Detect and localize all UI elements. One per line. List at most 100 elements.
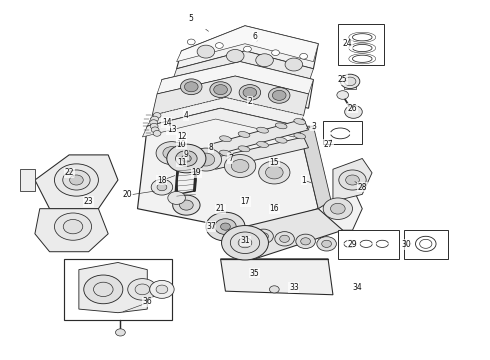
Circle shape — [163, 147, 180, 159]
Text: 37: 37 — [206, 222, 216, 231]
Circle shape — [322, 240, 331, 247]
Text: 14: 14 — [162, 118, 171, 127]
Text: 10: 10 — [177, 140, 186, 149]
Text: 11: 11 — [177, 158, 186, 167]
Ellipse shape — [238, 146, 250, 152]
Polygon shape — [172, 51, 314, 83]
Text: 27: 27 — [323, 140, 333, 149]
Circle shape — [317, 237, 336, 251]
Polygon shape — [211, 119, 309, 155]
Circle shape — [256, 54, 273, 67]
Circle shape — [220, 223, 230, 230]
Circle shape — [156, 285, 168, 294]
Circle shape — [231, 159, 249, 172]
Circle shape — [135, 284, 150, 295]
Circle shape — [226, 49, 244, 62]
Text: 25: 25 — [338, 75, 347, 84]
Text: 8: 8 — [208, 143, 213, 152]
Text: 22: 22 — [64, 168, 74, 177]
Circle shape — [215, 219, 236, 234]
Ellipse shape — [294, 118, 306, 125]
Circle shape — [187, 39, 195, 45]
Text: 16: 16 — [270, 204, 279, 213]
Circle shape — [190, 148, 221, 171]
Text: 30: 30 — [401, 240, 411, 249]
Text: 23: 23 — [84, 197, 94, 206]
Circle shape — [151, 116, 159, 122]
Circle shape — [153, 113, 161, 118]
Polygon shape — [147, 98, 304, 126]
Circle shape — [230, 232, 260, 253]
Text: 7: 7 — [228, 154, 233, 163]
Polygon shape — [230, 209, 343, 259]
Polygon shape — [138, 108, 318, 230]
Polygon shape — [176, 26, 318, 62]
Bar — [323, 121, 362, 144]
Polygon shape — [35, 155, 118, 209]
Circle shape — [269, 87, 290, 103]
Polygon shape — [299, 126, 333, 209]
Text: 26: 26 — [348, 104, 357, 113]
Text: 13: 13 — [167, 125, 176, 134]
Circle shape — [180, 79, 202, 95]
Circle shape — [224, 154, 256, 177]
Polygon shape — [333, 158, 372, 202]
Polygon shape — [211, 137, 309, 169]
Text: 29: 29 — [348, 240, 357, 249]
Circle shape — [70, 175, 83, 185]
Circle shape — [238, 238, 252, 248]
Circle shape — [300, 53, 308, 59]
Ellipse shape — [294, 133, 306, 139]
Circle shape — [150, 123, 158, 129]
Circle shape — [285, 58, 303, 71]
Text: 33: 33 — [289, 283, 299, 292]
Circle shape — [259, 161, 290, 184]
Circle shape — [181, 155, 191, 162]
Circle shape — [179, 200, 193, 210]
Circle shape — [344, 105, 362, 118]
Circle shape — [151, 179, 172, 195]
Circle shape — [184, 82, 198, 92]
Circle shape — [238, 230, 247, 237]
Circle shape — [323, 198, 352, 220]
Text: 1: 1 — [301, 176, 306, 185]
Polygon shape — [220, 259, 333, 295]
Circle shape — [331, 203, 345, 214]
Circle shape — [296, 234, 316, 248]
Text: 19: 19 — [191, 168, 201, 177]
Ellipse shape — [238, 131, 250, 138]
Circle shape — [116, 329, 125, 336]
Polygon shape — [318, 187, 362, 230]
Circle shape — [167, 144, 206, 173]
Polygon shape — [176, 26, 318, 69]
Circle shape — [344, 77, 356, 86]
Circle shape — [197, 153, 215, 166]
Bar — [64, 259, 172, 320]
Bar — [344, 81, 356, 89]
Polygon shape — [157, 62, 314, 108]
Polygon shape — [143, 108, 299, 137]
Circle shape — [54, 213, 92, 240]
Circle shape — [150, 280, 174, 298]
Polygon shape — [20, 169, 35, 191]
Circle shape — [216, 42, 223, 48]
Circle shape — [168, 192, 185, 204]
Text: 4: 4 — [184, 111, 189, 120]
Polygon shape — [157, 62, 314, 94]
Polygon shape — [79, 262, 147, 313]
Text: 3: 3 — [311, 122, 316, 131]
Circle shape — [271, 50, 279, 55]
Circle shape — [150, 120, 158, 126]
Circle shape — [280, 235, 290, 242]
Circle shape — [206, 212, 245, 241]
Polygon shape — [152, 76, 309, 116]
Circle shape — [128, 279, 157, 300]
Text: 17: 17 — [240, 197, 250, 206]
Circle shape — [197, 45, 215, 58]
Text: 2: 2 — [247, 96, 252, 105]
Circle shape — [301, 238, 311, 245]
Text: 34: 34 — [352, 283, 362, 292]
Circle shape — [243, 87, 257, 98]
Text: 6: 6 — [252, 32, 257, 41]
Circle shape — [275, 231, 294, 246]
